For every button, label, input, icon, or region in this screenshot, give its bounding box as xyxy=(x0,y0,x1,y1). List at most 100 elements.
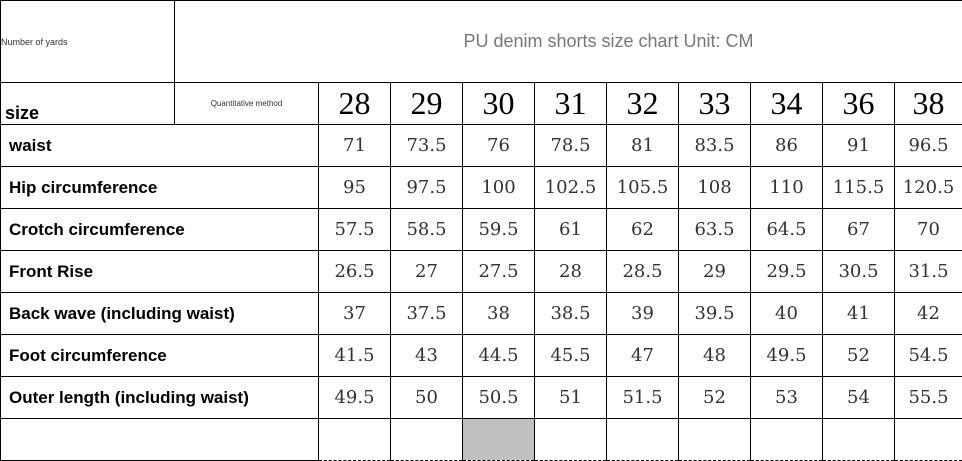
measurement-cell: 71 xyxy=(319,125,391,167)
measurement-cell: 38 xyxy=(463,293,535,335)
blank-label-cell xyxy=(1,419,319,461)
size-header: 28 xyxy=(319,83,391,125)
blank-cell xyxy=(319,419,391,461)
measurement-cell: 81 xyxy=(607,125,679,167)
measurement-cell: 57.5 xyxy=(319,209,391,251)
measurement-cell: 58.5 xyxy=(391,209,463,251)
size-label: size xyxy=(1,83,175,125)
size-header: 34 xyxy=(751,83,823,125)
blank-cell xyxy=(535,419,607,461)
measurement-cell: 26.5 xyxy=(319,251,391,293)
measurement-cell: 52 xyxy=(679,377,751,419)
measurement-cell: 41 xyxy=(823,293,895,335)
measurement-cell: 76 xyxy=(463,125,535,167)
measurement-cell: 28.5 xyxy=(607,251,679,293)
method-label: Quantitative method xyxy=(175,83,319,125)
measurement-cell: 95 xyxy=(319,167,391,209)
size-header: 38 xyxy=(895,83,962,125)
size-header: 32 xyxy=(607,83,679,125)
measurement-cell: 51.5 xyxy=(607,377,679,419)
measurement-cell: 31.5 xyxy=(895,251,962,293)
measurement-cell: 55.5 xyxy=(895,377,962,419)
measurement-cell: 78.5 xyxy=(535,125,607,167)
measurement-cell: 67 xyxy=(823,209,895,251)
measurement-cell: 53 xyxy=(751,377,823,419)
measurement-cell: 50.5 xyxy=(463,377,535,419)
row-label: Front Rise xyxy=(1,251,319,293)
size-header: 30 xyxy=(463,83,535,125)
measurement-cell: 28 xyxy=(535,251,607,293)
measurement-cell: 27.5 xyxy=(463,251,535,293)
measurement-cell: 108 xyxy=(679,167,751,209)
measurement-cell: 29 xyxy=(679,251,751,293)
row-label: Back wave (including waist) xyxy=(1,293,319,335)
measurement-cell: 102.5 xyxy=(535,167,607,209)
measurement-cell: 50 xyxy=(391,377,463,419)
blank-cell xyxy=(607,419,679,461)
blank-cell xyxy=(823,419,895,461)
row-label: Crotch circumference xyxy=(1,209,319,251)
measurement-cell: 70 xyxy=(895,209,962,251)
measurement-cell: 41.5 xyxy=(319,335,391,377)
measurement-cell: 52 xyxy=(823,335,895,377)
size-header: 33 xyxy=(679,83,751,125)
measurement-cell: 64.5 xyxy=(751,209,823,251)
blank-cell xyxy=(463,419,535,461)
measurement-cell: 43 xyxy=(391,335,463,377)
measurement-cell: 45.5 xyxy=(535,335,607,377)
measurement-cell: 39.5 xyxy=(679,293,751,335)
measurement-cell: 27 xyxy=(391,251,463,293)
measurement-cell: 39 xyxy=(607,293,679,335)
measurement-cell: 42 xyxy=(895,293,962,335)
measurement-cell: 38.5 xyxy=(535,293,607,335)
corner-label: Number of yards xyxy=(1,1,175,83)
measurement-cell: 29.5 xyxy=(751,251,823,293)
row-label: Foot circumference xyxy=(1,335,319,377)
measurement-cell: 110 xyxy=(751,167,823,209)
blank-cell xyxy=(679,419,751,461)
measurement-cell: 83.5 xyxy=(679,125,751,167)
measurement-cell: 54.5 xyxy=(895,335,962,377)
measurement-cell: 62 xyxy=(607,209,679,251)
size-header: 29 xyxy=(391,83,463,125)
measurement-cell: 115.5 xyxy=(823,167,895,209)
blank-cell xyxy=(895,419,962,461)
measurement-cell: 49.5 xyxy=(319,377,391,419)
row-label: waist xyxy=(1,125,319,167)
measurement-cell: 91 xyxy=(823,125,895,167)
measurement-cell: 49.5 xyxy=(751,335,823,377)
measurement-cell: 73.5 xyxy=(391,125,463,167)
measurement-cell: 63.5 xyxy=(679,209,751,251)
size-header: 31 xyxy=(535,83,607,125)
measurement-cell: 61 xyxy=(535,209,607,251)
measurement-cell: 59.5 xyxy=(463,209,535,251)
measurement-cell: 48 xyxy=(679,335,751,377)
blank-cell xyxy=(391,419,463,461)
measurement-cell: 97.5 xyxy=(391,167,463,209)
measurement-cell: 120.5 xyxy=(895,167,962,209)
chart-title: PU denim shorts size chart Unit: CM xyxy=(175,1,962,83)
measurement-cell: 40 xyxy=(751,293,823,335)
measurement-cell: 54 xyxy=(823,377,895,419)
measurement-cell: 86 xyxy=(751,125,823,167)
blank-cell xyxy=(751,419,823,461)
measurement-cell: 100 xyxy=(463,167,535,209)
measurement-cell: 96.5 xyxy=(895,125,962,167)
measurement-cell: 30.5 xyxy=(823,251,895,293)
measurement-cell: 37 xyxy=(319,293,391,335)
measurement-cell: 47 xyxy=(607,335,679,377)
measurement-cell: 44.5 xyxy=(463,335,535,377)
measurement-cell: 105.5 xyxy=(607,167,679,209)
measurement-cell: 51 xyxy=(535,377,607,419)
size-header: 36 xyxy=(823,83,895,125)
measurement-cell: 37.5 xyxy=(391,293,463,335)
row-label: Hip circumference xyxy=(1,167,319,209)
